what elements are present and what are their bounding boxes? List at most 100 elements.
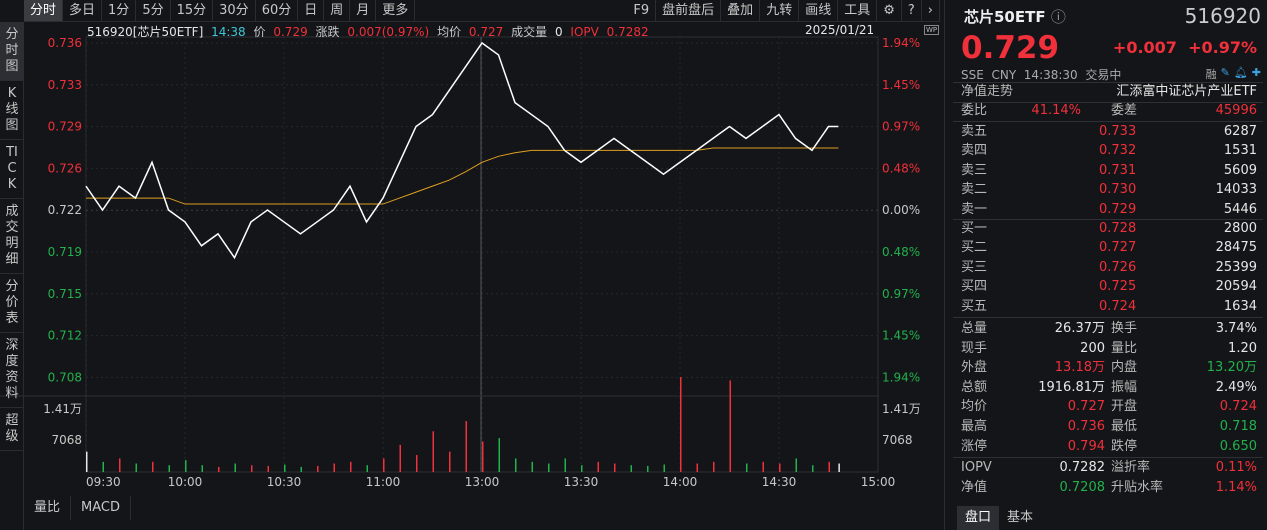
volume-tick-right: 1.41万 bbox=[882, 402, 921, 416]
volume-bar bbox=[696, 463, 698, 472]
volume-bar bbox=[614, 463, 616, 472]
quote-row: 买一 0.728 2800 bbox=[961, 219, 1257, 239]
help-icon[interactable]: ? bbox=[902, 0, 922, 21]
ask-label: 卖二 bbox=[961, 182, 988, 198]
period-tab[interactable]: 15分 bbox=[171, 0, 214, 21]
toolbar-button[interactable]: 工具 bbox=[838, 0, 878, 21]
period-tab[interactable]: 周 bbox=[324, 0, 351, 21]
stat-value: 1916.81万 bbox=[1038, 379, 1105, 395]
bid-volume: 28475 bbox=[1215, 240, 1257, 256]
period-tab[interactable]: 60分 bbox=[256, 0, 299, 21]
change-label: 涨跌 bbox=[315, 25, 340, 39]
ask-label: 卖五 bbox=[961, 124, 988, 139]
panel-tab[interactable]: 基本 bbox=[1007, 510, 1034, 525]
stat-label: IOPV bbox=[961, 460, 992, 475]
intraday-chart[interactable]: 0.736 1.94% 0.733 1.45% 0.729 0.97% 0.726 0.48%… bbox=[0, 0, 944, 530]
stat-label: 外盘 bbox=[961, 360, 988, 376]
pct-tick: 0.48% bbox=[882, 161, 920, 175]
stat-label: 净值 bbox=[961, 480, 988, 495]
quote-row: 净值走势 汇添富中证芯片产业ETF bbox=[961, 82, 1257, 102]
stat-label: 开盘 bbox=[1111, 399, 1138, 415]
volume-bar bbox=[597, 461, 599, 472]
info-icon[interactable]: ⓘ bbox=[1050, 8, 1066, 26]
quote-row: 卖二 0.730 14033 bbox=[961, 180, 1257, 200]
chevron-right-icon[interactable]: › bbox=[922, 0, 940, 21]
bid-label: 买四 bbox=[961, 279, 988, 295]
price-tick: 0.719 bbox=[48, 245, 82, 259]
panel-tab[interactable]: 盘口 bbox=[957, 506, 1000, 530]
quote-row: 净值 0.7208 升贴水率 1.14% bbox=[961, 478, 1257, 498]
price-tick: 0.729 bbox=[48, 120, 82, 134]
toolbar-button[interactable]: 画线 bbox=[799, 0, 839, 21]
wc-label: 委差 bbox=[1111, 103, 1138, 118]
quote-row: 买四 0.725 20594 bbox=[961, 277, 1257, 297]
stat-label: 升贴水率 bbox=[1111, 480, 1164, 495]
quote-row: 卖四 0.732 1531 bbox=[961, 141, 1257, 161]
stat-label: 最低 bbox=[1111, 419, 1138, 434]
price-value: 0.729 bbox=[273, 25, 308, 39]
side-tab[interactable]: 深度资料 bbox=[0, 333, 24, 408]
toolbar-button[interactable]: 叠加 bbox=[721, 0, 761, 21]
avg-price-line bbox=[86, 147, 839, 205]
period-tab[interactable]: 更多 bbox=[376, 0, 416, 21]
pct-tick: 0.97% bbox=[882, 287, 920, 301]
alert-icon[interactable]: 🔔︎ bbox=[1233, 66, 1248, 79]
side-tab[interactable]: 分时图 bbox=[0, 22, 24, 81]
volume-label: 成交量 bbox=[511, 25, 548, 39]
quote-row: 总额 1916.81万 振幅 2.49% bbox=[961, 378, 1257, 398]
pct-tick: 0.97% bbox=[882, 120, 920, 134]
quote-row: 现手 200 量比 1.20 bbox=[961, 339, 1257, 359]
stat-label: 最高 bbox=[961, 419, 988, 434]
volume-tick: 1.41万 bbox=[43, 402, 82, 416]
period-tab[interactable]: 分时 bbox=[24, 0, 64, 21]
side-tab[interactable]: K线图 bbox=[0, 81, 24, 140]
period-tab[interactable]: 5分 bbox=[136, 0, 171, 21]
volume-bar bbox=[185, 460, 187, 472]
margin-icon[interactable]: 融 bbox=[1205, 68, 1217, 81]
stat-label: 量比 bbox=[1111, 340, 1138, 356]
side-tab[interactable]: 超级 bbox=[0, 408, 24, 451]
bid-volume: 25399 bbox=[1215, 259, 1257, 275]
pct-tick: 0.48% bbox=[882, 245, 920, 259]
period-tab[interactable]: 30分 bbox=[213, 0, 256, 21]
indicator-tab[interactable]: MACD bbox=[71, 496, 131, 520]
time-tick: 10:00 bbox=[168, 475, 203, 489]
toolbar-button[interactable]: F9 bbox=[627, 0, 657, 21]
pct-tick: 1.45% bbox=[882, 329, 920, 343]
side-tab[interactable]: 成交明细 bbox=[0, 199, 24, 274]
stat-value: 3.74% bbox=[1215, 321, 1257, 336]
stat-value: 26.37万 bbox=[1054, 321, 1105, 336]
avg-value: 0.727 bbox=[468, 25, 504, 39]
period-tab[interactable]: 多日 bbox=[63, 0, 103, 21]
time-tick: 14:30 bbox=[762, 475, 797, 489]
period-tab[interactable]: 1分 bbox=[102, 0, 137, 21]
quote-row: IOPV 0.7282 溢折率 0.11% bbox=[961, 458, 1257, 478]
toolbar-button[interactable]: 盘前盘后 bbox=[656, 0, 722, 21]
avg-label: 均价 bbox=[437, 25, 462, 39]
add-icon[interactable]: ✚ bbox=[1251, 66, 1261, 79]
bid-price: 0.725 bbox=[1099, 279, 1137, 295]
bid-price: 0.728 bbox=[1099, 221, 1137, 236]
ask-label: 卖一 bbox=[961, 201, 988, 217]
ask-volume: 5609 bbox=[1223, 162, 1257, 178]
stat-label: 振幅 bbox=[1111, 379, 1138, 395]
security-code: 516920 bbox=[1184, 4, 1261, 28]
stat-value: 0.794 bbox=[1067, 438, 1105, 454]
period-toolbar: 分时 多日 1分 5分 15分 30分 60分日周月更多 F9 盘前盘后 叠加 九转 画线 工具 ⚙? › bbox=[24, 0, 940, 22]
period-tab[interactable]: 日 bbox=[298, 0, 325, 21]
side-tab[interactable]: TICK bbox=[0, 140, 24, 199]
volume-value: 0 bbox=[554, 25, 563, 39]
indicator-tab[interactable]: 量比 bbox=[24, 496, 72, 520]
toolbar-button[interactable]: 九转 bbox=[760, 0, 800, 21]
period-tab[interactable]: 月 bbox=[350, 0, 377, 21]
quote-icons: 融 ✎ 🔔︎ ✚ bbox=[1206, 66, 1261, 82]
side-tab[interactable]: 分价表 bbox=[0, 274, 24, 333]
volume-bar bbox=[86, 451, 88, 472]
volume-bar bbox=[300, 466, 302, 472]
wp-icon[interactable]: WP bbox=[924, 25, 940, 35]
volume-bar bbox=[152, 461, 154, 472]
quote-row: 买五 0.724 1634 bbox=[961, 297, 1257, 317]
edit-icon[interactable]: ✎ bbox=[1220, 66, 1230, 79]
settings-icon[interactable]: ⚙ bbox=[877, 0, 902, 21]
ask-label: 卖三 bbox=[961, 162, 988, 178]
